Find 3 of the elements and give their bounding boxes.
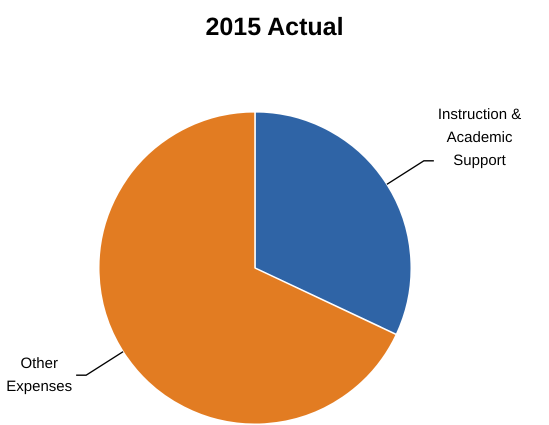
slice-label: Instruction & Academic Support [438, 106, 522, 169]
chart-title: 2015 Actual [205, 12, 344, 41]
slice-label: Other Expenses [6, 354, 72, 395]
